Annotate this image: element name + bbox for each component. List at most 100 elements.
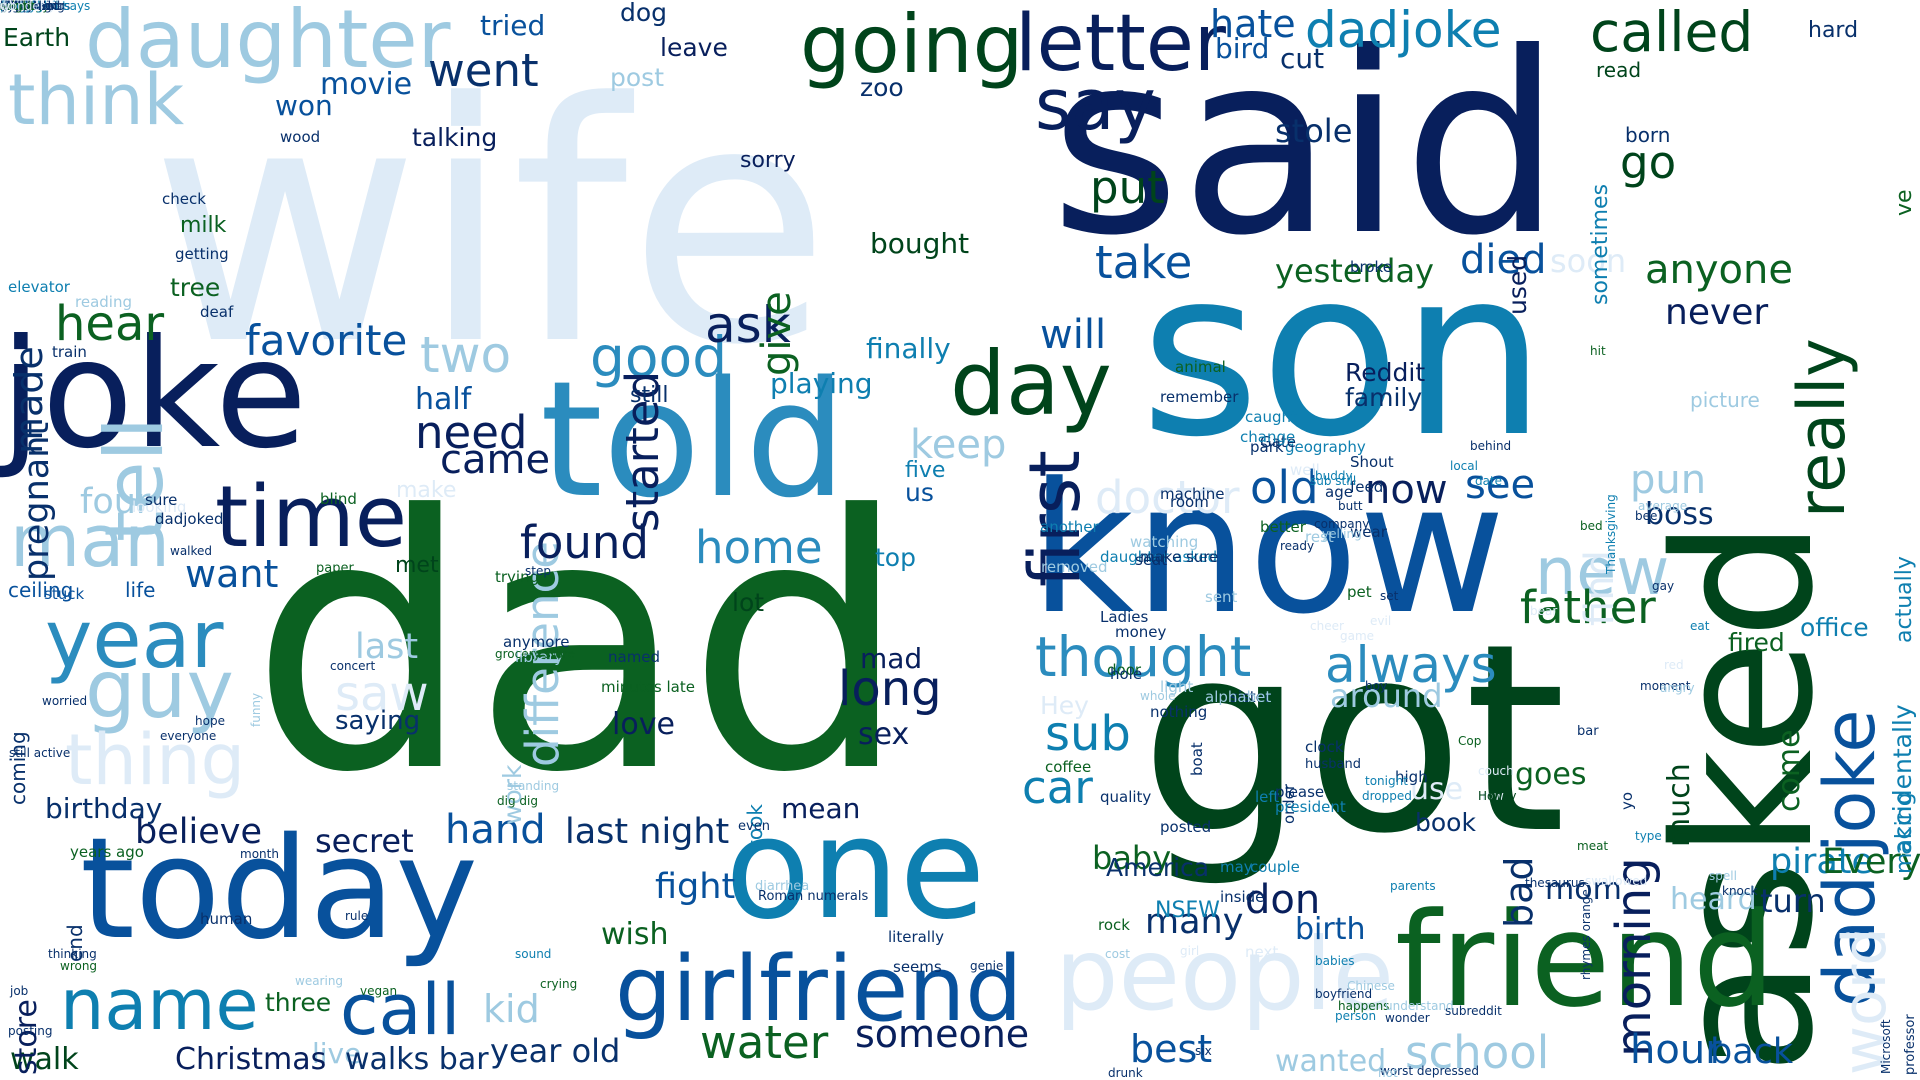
cloud-word: boyfriend <box>1315 987 1373 1001</box>
cloud-word: much <box>1662 763 1697 847</box>
cloud-word: local <box>1450 459 1478 473</box>
cloud-word: light <box>1160 678 1194 696</box>
cloud-word: better <box>1260 518 1306 536</box>
cloud-word: worse <box>0 0 36 13</box>
cloud-word: standing <box>507 779 560 793</box>
cloud-word: human <box>200 910 253 928</box>
cloud-word: babies <box>1315 954 1355 968</box>
cloud-word: turn <box>1760 882 1826 920</box>
cloud-word: say <box>1035 64 1156 146</box>
cloud-word: vegan <box>360 984 398 998</box>
cloud-word: fight <box>655 867 736 907</box>
cloud-word: goes <box>1515 757 1587 792</box>
cloud-word: communist <box>0 0 67 13</box>
cloud-word: half <box>415 382 472 417</box>
cloud-word: saying <box>335 706 421 736</box>
cloud-word: Gate <box>1260 433 1296 451</box>
cloud-word: might <box>0 0 35 13</box>
cloud-word: walk <box>10 1042 79 1077</box>
cloud-word: next <box>1245 943 1279 961</box>
cloud-word: father <box>1520 581 1656 634</box>
cloud-word: soon <box>1550 242 1627 280</box>
cloud-word: people <box>1055 916 1394 1033</box>
cloud-word: caught <box>1245 408 1297 426</box>
cloud-word: picture <box>1690 388 1760 412</box>
cloud-word: anymore <box>503 633 570 651</box>
cloud-word: dad <box>250 441 909 849</box>
cloud-word: posting <box>8 1024 53 1038</box>
cloud-word: want <box>185 552 279 596</box>
cloud-word: swallowed <box>1585 874 1648 888</box>
cloud-word: doctor <box>1095 471 1240 524</box>
cloud-word: met <box>395 553 439 578</box>
cloud-word: cost <box>1105 947 1130 961</box>
cloud-word: hand <box>445 807 546 853</box>
cloud-word: side <box>0 0 25 13</box>
cloud-word: sound <box>515 947 552 961</box>
cloud-word: train <box>52 343 87 361</box>
cloud-word: six <box>1195 1044 1212 1058</box>
cloud-word: four <box>80 482 151 522</box>
cloud-word: bear <box>1530 604 1558 618</box>
cloud-word: type <box>1635 829 1662 843</box>
cloud-word: office <box>1800 613 1869 642</box>
cloud-word: water <box>700 1016 829 1069</box>
cloud-word: zoo <box>860 73 904 102</box>
cloud-word: walked <box>170 544 213 558</box>
cloud-word: kid <box>483 987 540 1031</box>
cloud-word: allowed <box>0 0 47 13</box>
cloud-word: bar <box>1577 724 1599 739</box>
cloud-word: anyone <box>1645 247 1793 293</box>
cloud-word: note <box>0 0 28 13</box>
cloud-word: bed <box>1580 519 1603 533</box>
cloud-word: everything <box>0 0 65 13</box>
cloud-word: leave <box>660 33 728 62</box>
cloud-word: re <box>0 0 13 13</box>
cloud-word: late <box>0 0 23 13</box>
cloud-word: roll <box>0 0 19 13</box>
cloud-word: Right <box>0 0 32 13</box>
cloud-word: wear <box>1350 523 1387 541</box>
cloud-word: two <box>420 326 512 384</box>
cloud-word: please <box>1275 783 1325 801</box>
cloud-word: phone <box>0 0 38 13</box>
cloud-word: seems <box>893 958 942 976</box>
cloud-word: ready <box>1280 539 1315 553</box>
cloud-word: live <box>312 1037 362 1070</box>
cloud-word: time <box>215 468 408 567</box>
cloud-word: bad <box>1497 856 1541 929</box>
cloud-word: president <box>1275 798 1346 816</box>
cloud-word: dog <box>620 0 668 27</box>
cloud-word: Ladies <box>1100 608 1149 626</box>
cloud-word: job <box>10 984 29 998</box>
cloud-word: now <box>1365 467 1448 513</box>
cloud-word: hooked <box>0 0 44 13</box>
cloud-word: class <box>0 0 30 13</box>
cloud-word: check <box>162 190 206 208</box>
cloud-word: clothes <box>0 0 44 13</box>
cloud-word: daughter <box>85 0 451 86</box>
cloud-word: stole <box>1275 112 1353 150</box>
cloud-word: came <box>440 437 551 483</box>
cloud-word: let <box>0 0 16 13</box>
cloud-word: dig dig <box>497 794 538 808</box>
cloud-word: argument <box>0 0 59 13</box>
cloud-word: couch <box>1478 764 1514 778</box>
cloud-word: gun <box>0 0 23 13</box>
cloud-word: good <box>590 325 728 389</box>
cloud-word: face <box>0 0 26 13</box>
cloud-word: animal <box>1175 358 1226 376</box>
cloud-word: moment <box>1640 679 1691 693</box>
cloud-word: feed <box>1350 478 1384 496</box>
cloud-word: gets <box>0 0 26 13</box>
cloud-word: family <box>1345 383 1423 412</box>
cloud-word: subreddit <box>1445 1004 1502 1018</box>
cloud-word: stop <box>0 0 26 13</box>
cloud-word: daughter asked <box>1100 548 1218 566</box>
cloud-word: sure <box>145 491 178 509</box>
cloud-word: actually <box>1891 556 1917 644</box>
cloud-word: going <box>800 0 1024 91</box>
cloud-word: name <box>60 964 259 1046</box>
cloud-word: cliffhangers <box>0 0 71 13</box>
